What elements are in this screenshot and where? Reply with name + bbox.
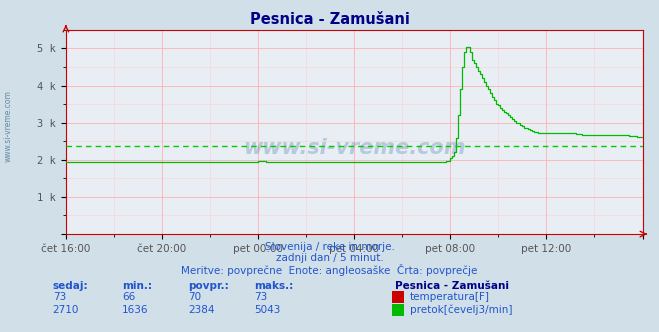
Text: 1636: 1636	[122, 305, 148, 315]
Text: Slovenija / reke in morje.: Slovenija / reke in morje.	[264, 242, 395, 252]
Text: Meritve: povprečne  Enote: angleosaške  Črta: povprečje: Meritve: povprečne Enote: angleosaške Čr…	[181, 264, 478, 276]
Text: zadnji dan / 5 minut.: zadnji dan / 5 minut.	[275, 253, 384, 263]
Text: 2710: 2710	[53, 305, 79, 315]
Text: maks.:: maks.:	[254, 281, 293, 290]
Text: min.:: min.:	[122, 281, 152, 290]
Text: Pesnica - Zamušani: Pesnica - Zamušani	[250, 12, 409, 27]
Text: Pesnica - Zamušani: Pesnica - Zamušani	[395, 281, 509, 290]
Text: 2384: 2384	[188, 305, 214, 315]
Text: 73: 73	[53, 292, 66, 302]
Text: 73: 73	[254, 292, 267, 302]
Text: www.si-vreme.com: www.si-vreme.com	[243, 138, 465, 158]
Text: 70: 70	[188, 292, 201, 302]
Text: 5043: 5043	[254, 305, 280, 315]
Text: sedaj:: sedaj:	[53, 281, 88, 290]
Text: 66: 66	[122, 292, 135, 302]
Text: www.si-vreme.com: www.si-vreme.com	[3, 90, 13, 162]
Text: temperatura[F]: temperatura[F]	[410, 292, 490, 302]
Text: pretok[čevelj3/min]: pretok[čevelj3/min]	[410, 305, 513, 315]
Text: povpr.:: povpr.:	[188, 281, 229, 290]
